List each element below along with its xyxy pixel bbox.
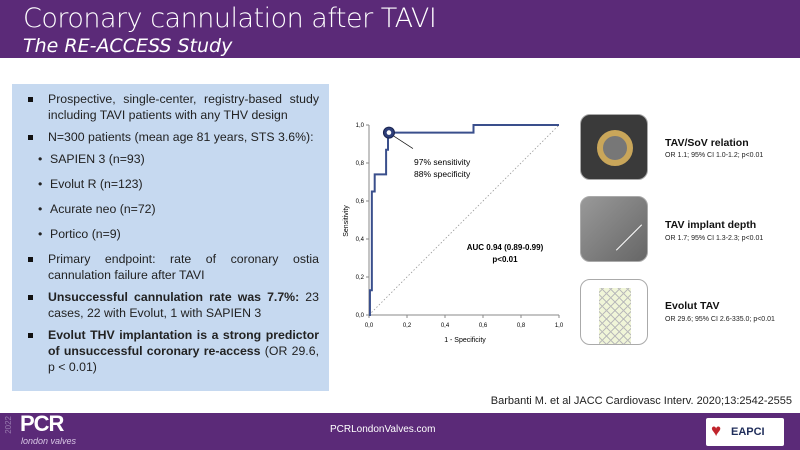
sub-item: Evolut R (n=123) [24,176,319,192]
y-axis-label: Sensitivity [343,205,350,237]
reference-line [368,124,560,316]
bullet-population: N=300 patients (mean age 81 years, STS 3… [24,129,319,145]
y-tick-label: 1,0 [356,123,365,129]
angiography-image [580,196,648,262]
rate-rest: 23 cases, 22 with Evolut, 1 with SAPIEN … [48,290,319,320]
highlight-leader-line [392,135,414,149]
p-annotation: p<0.01 [492,255,518,264]
rate-bold: Unsuccessful cannulation rate was 7.7%: [48,290,300,304]
bullet-rate: Unsuccessful cannulation rate was 7.7%: … [24,289,319,321]
pcr-logo-subtitle: london valves [21,436,77,446]
footer-bar [0,413,800,450]
x-axis-label: 1 - Specificity [444,337,486,344]
x-tick-label: 0,2 [403,323,412,329]
citation: Barbanti M. et al JACC Cardiovasc Interv… [490,395,792,407]
predictor-stat: OR 29.6; 95% CI 2.6-335.0; p<0.01 [665,316,775,323]
y-tick-label: 0,2 [356,275,365,281]
header-bar: Coronary cannulation after TAVI The RE-A… [0,0,800,58]
predictor-title: TAV/SoV relation [665,137,749,149]
x-tick-label: 0,4 [441,323,450,329]
y-tick-label: 0,8 [356,161,365,167]
roc-chart: 0,0 0,2 0,4 0,6 0,8 1,0 0,0 0,2 0,4 0,6 0,8 1,0 Sen… [343,123,564,344]
eapci-logo-text: EAPCI [731,426,765,438]
page-title: Coronary cannulation after TAVI [23,3,437,34]
auc-annotation: AUC 0.94 (0.89-0.99) [467,243,544,252]
sub-item: Portico (n=9) [24,226,319,242]
x-tick-label: 0,6 [479,323,488,329]
heart-icon: ♥ [711,421,722,440]
y-tick-label: 0,6 [356,199,365,205]
page-subtitle: The RE-ACCESS Study [23,35,233,57]
x-tick-label: 0,8 [517,323,526,329]
optimal-cutoff-marker-center [386,130,392,135]
pcr-logo: PCR [20,411,64,436]
website-link[interactable]: PCRLondonValves.com [330,424,436,435]
ct-sov-image [580,114,648,180]
highlight-label-sensitivity: 97% sensitivity [414,157,471,167]
predictor-title: Evolut TAV [665,300,720,312]
predictor-rest: (OR 29.6, p < 0.01) [48,344,319,374]
predictor-stat: OR 1.7; 95% CI 1.3-2.3; p<0.01 [665,235,764,242]
bullet-design: Prospective, single-center, registry-bas… [24,91,319,123]
sub-item: Acurate neo (n=72) [24,201,319,217]
highlight-label-specificity: 88% specificity [414,169,471,179]
sub-item: SAPIEN 3 (n=93) [24,151,319,167]
x-tick-label: 1,0 [555,323,564,329]
predictor-title: TAV implant depth [665,219,757,231]
bullet-predictor: Evolut THV implantation is a strong pred… [24,327,319,375]
predictor-stat: OR 1.1; 95% CI 1.0-1.2; p<0.01 [665,152,764,159]
y-tick-label: 0,4 [356,237,365,243]
evolut-valve-image [580,279,648,345]
x-tick-label: 0,0 [365,323,374,329]
eapci-logo: ♥ EAPCI [706,418,784,446]
roc-curve [368,124,559,316]
predictor-bold: Evolut THV implantation is a strong pred… [48,328,319,358]
bullet-endpoint: Primary endpoint: rate of coronary ostia… [24,251,319,283]
y-tick-label: 0,0 [356,313,365,319]
summary-panel: Prospective, single-center, registry-bas… [12,84,329,391]
logo-year: 2022 [4,416,13,434]
